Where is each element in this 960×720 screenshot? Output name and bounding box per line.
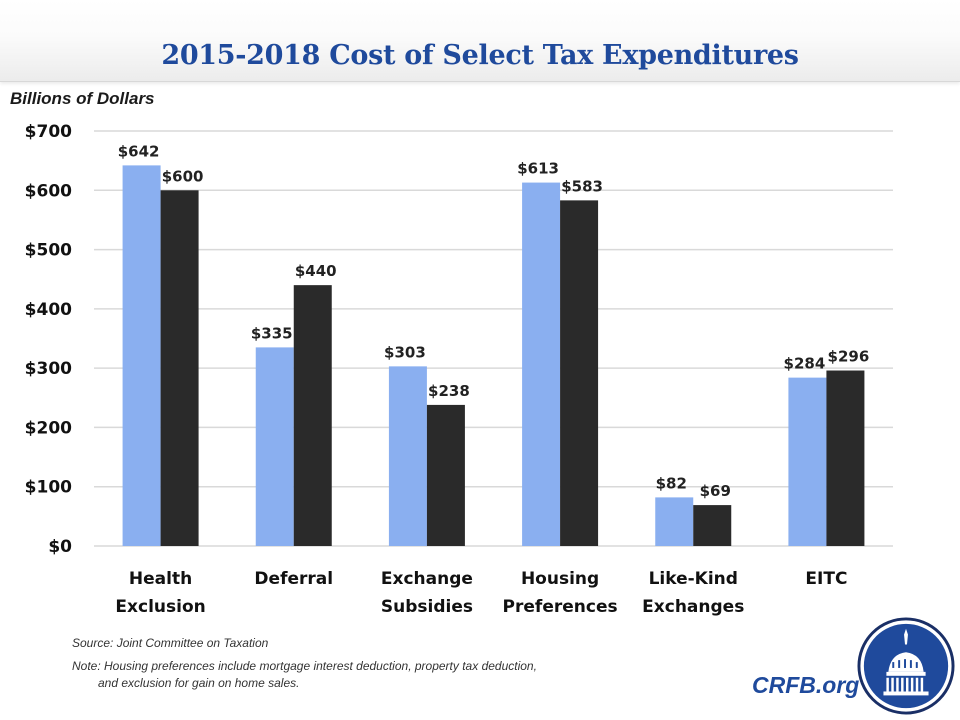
y-tick-label: $300 xyxy=(25,359,72,379)
data-label: $82 xyxy=(656,474,687,492)
bar-light xyxy=(655,497,694,546)
bar-light xyxy=(788,377,827,546)
data-label: $335 xyxy=(251,324,293,342)
x-tick-label: Deferral xyxy=(254,569,333,589)
bar-dark xyxy=(160,190,199,547)
bar-dark xyxy=(426,404,465,546)
y-tick-label: $700 xyxy=(25,122,72,142)
capitol-dome-icon xyxy=(857,617,955,715)
footnote: Note: Housing preferences include mortga… xyxy=(72,658,632,692)
y-tick-label: $0 xyxy=(48,537,72,557)
bar-dark xyxy=(693,505,732,546)
header-band xyxy=(0,0,960,82)
x-tick-label: Subsidies xyxy=(381,597,473,617)
x-tick-label: EITC xyxy=(805,569,847,589)
bar-chart: $0$100$200$300$400$500$600$700$642$600He… xyxy=(25,122,893,617)
bar-light xyxy=(522,182,561,547)
source-note: Source: Joint Committee on Taxation xyxy=(72,636,269,650)
chart-title: 2015-2018 Cost of Select Tax Expenditure… xyxy=(161,40,799,71)
bar-light xyxy=(388,366,427,546)
data-label: $600 xyxy=(162,167,204,185)
x-tick-label: Exchanges xyxy=(642,597,744,617)
y-tick-label: $500 xyxy=(25,241,72,261)
y-tick-label: $100 xyxy=(25,478,72,498)
x-tick-label: Exchange xyxy=(381,569,473,589)
data-label: $583 xyxy=(561,177,603,195)
x-tick-label: Exclusion xyxy=(115,597,205,617)
footnote-line-1: Note: Housing preferences include mortga… xyxy=(72,659,537,673)
bar-dark xyxy=(826,370,865,546)
x-tick-label: Housing xyxy=(521,569,599,589)
x-tick-label: Preferences xyxy=(503,597,618,617)
y-tick-label: $600 xyxy=(25,181,72,201)
data-label: $613 xyxy=(517,160,559,178)
x-tick-label: Health xyxy=(129,569,192,589)
brand-link[interactable]: CRFB.org xyxy=(752,672,860,698)
data-label: $642 xyxy=(118,142,160,160)
data-label: $284 xyxy=(784,355,826,373)
bar-dark xyxy=(293,285,332,546)
y-tick-label: $200 xyxy=(25,418,72,438)
footnote-line-2: and exclusion for gain on home sales. xyxy=(98,676,300,690)
x-tick-label: Like-Kind xyxy=(649,569,738,589)
data-label: $296 xyxy=(828,348,870,366)
y-axis-label: Billions of Dollars xyxy=(10,89,155,108)
bar-light xyxy=(122,165,161,546)
data-label: $238 xyxy=(428,382,470,400)
bar-dark xyxy=(560,200,599,546)
data-label: $440 xyxy=(295,262,337,280)
y-tick-label: $400 xyxy=(25,300,72,320)
bar-light xyxy=(255,347,294,546)
data-label: $303 xyxy=(384,343,426,361)
data-label: $69 xyxy=(700,482,731,500)
